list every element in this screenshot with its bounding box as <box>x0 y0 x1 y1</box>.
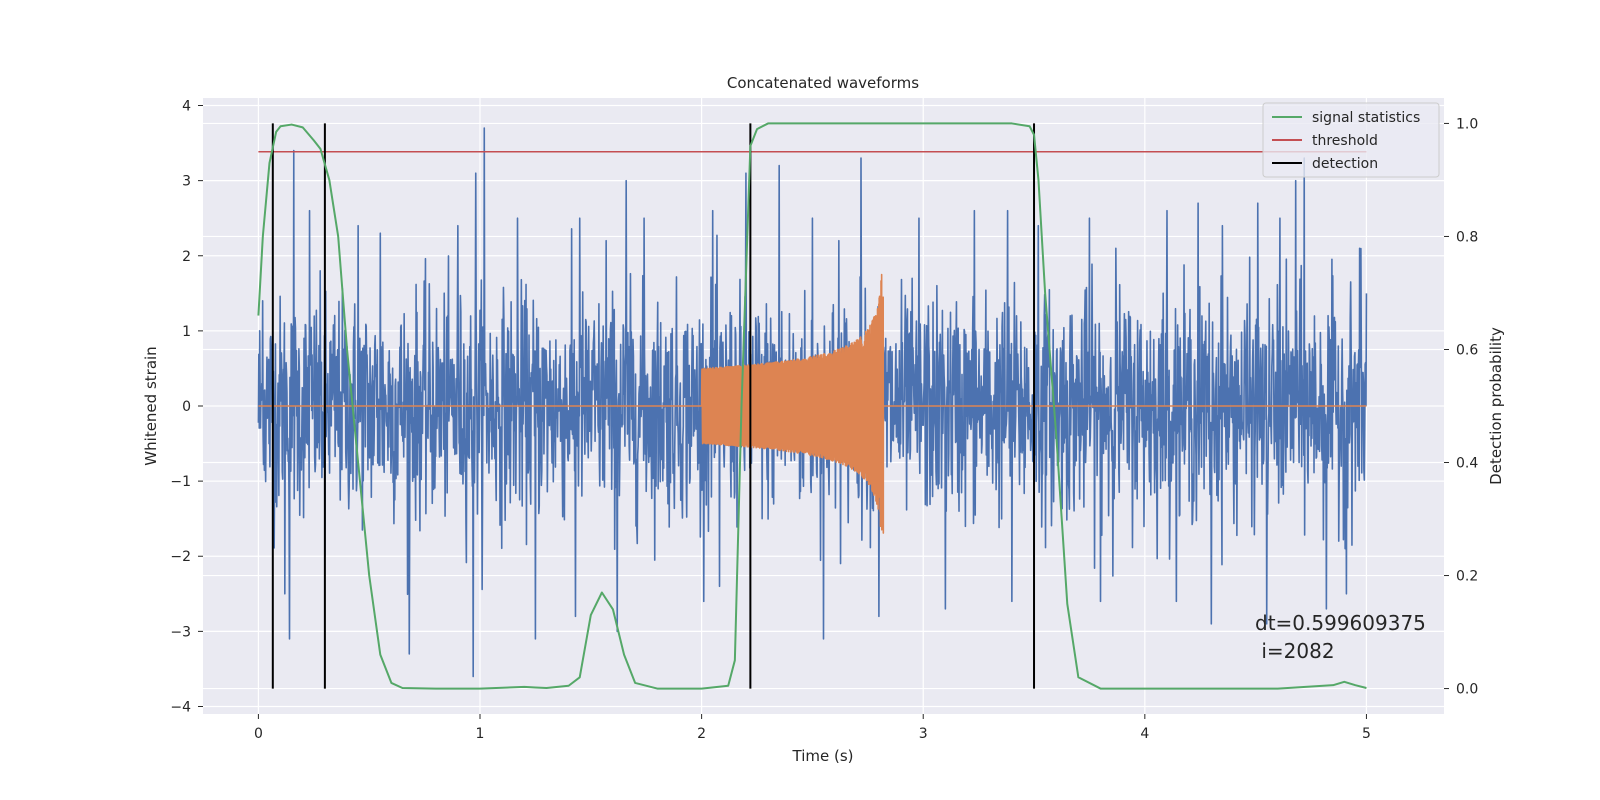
x-tick-label: 3 <box>919 726 928 742</box>
detection-lines <box>271 123 1036 689</box>
legend-threshold: threshold <box>1312 133 1378 149</box>
legend-signal-statistics: signal statistics <box>1312 110 1420 126</box>
y-right-tick-label: 0.2 <box>1456 569 1478 585</box>
noise-line <box>257 127 1368 678</box>
chirp-series <box>258 273 1367 534</box>
y-tick-label: −2 <box>170 549 191 565</box>
annotation-i: i=2082 <box>1255 639 1335 663</box>
y-tick-label: −4 <box>170 699 191 715</box>
x-tick-label: 4 <box>1140 726 1149 742</box>
legend-box <box>1262 102 1440 178</box>
x-tick-label: 0 <box>254 726 263 742</box>
y-right-tick-label: 0.6 <box>1456 342 1478 358</box>
y-tick-label: 1 <box>182 324 191 340</box>
signal-statistics-series <box>257 122 1367 690</box>
y-tick-label: −3 <box>170 624 191 640</box>
x-tick-label: 5 <box>1362 726 1371 742</box>
legend: signal statistics threshold detection <box>1262 102 1440 178</box>
signal-statistics-line <box>257 122 1367 690</box>
chirp-line <box>258 273 1367 534</box>
y-right-tick-label: 1.0 <box>1456 116 1478 132</box>
x-tick-label: 2 <box>697 726 706 742</box>
y-tick-label: 4 <box>182 99 191 115</box>
noise-series <box>257 127 1368 678</box>
x-axis-label: Time (s) <box>792 747 854 765</box>
chart-title: Concatenated waveforms <box>727 74 919 92</box>
annotation-dt: dt=0.599609375 <box>1255 611 1426 635</box>
y-tick-label: 0 <box>182 399 191 415</box>
y-axis-right-label: Detection probability <box>1487 327 1505 485</box>
axis-ticks: 0 1 2 3 4 5 4 3 2 1 0 −1 −2 −3 −4 1.0 0.8 0.6 0.4 0.2 0.0 <box>170 99 1478 742</box>
legend-detection: detection <box>1312 156 1378 172</box>
y-right-tick-label: 0.8 <box>1456 229 1478 245</box>
y-tick-label: −1 <box>170 474 191 490</box>
y-tick-label: 2 <box>182 249 191 265</box>
y-right-tick-label: 0.4 <box>1456 456 1478 472</box>
y-right-tick-label: 0.0 <box>1456 682 1478 698</box>
y-axis-label: Whitened strain <box>142 346 160 465</box>
x-tick-label: 1 <box>476 726 485 742</box>
y-tick-label: 3 <box>182 174 191 190</box>
